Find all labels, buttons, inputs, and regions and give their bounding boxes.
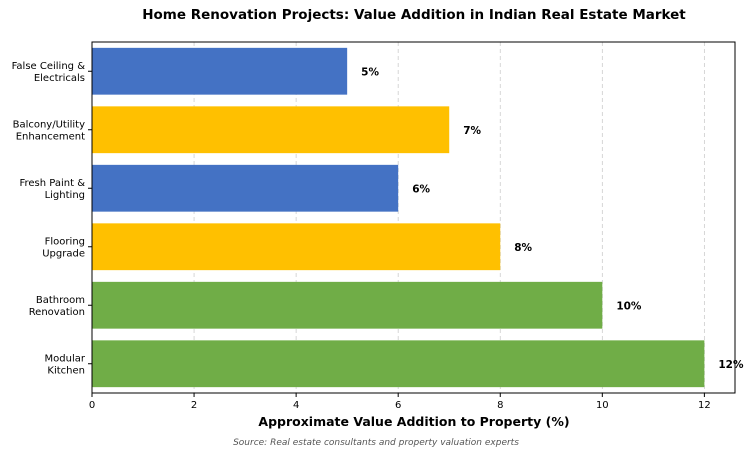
category-label: Renovation <box>29 307 85 318</box>
x-tick-label: 2 <box>191 400 197 411</box>
labels-layer: 12% 10% 8% 6% 7% 5% <box>361 66 744 371</box>
x-axis-label: Approximate Value Addition to Property (… <box>258 414 569 429</box>
category-label: Modular <box>45 353 86 364</box>
x-tick-label: 0 <box>89 400 95 411</box>
grid-layer <box>193 42 705 393</box>
chart-title: Home Renovation Projects: Value Addition… <box>142 7 686 23</box>
x-tick-label: 10 <box>596 400 609 411</box>
data-label: 10% <box>616 300 642 312</box>
x-axis-ticks: 0 2 4 6 8 10 12 <box>89 393 711 411</box>
category-label: Electricals <box>34 73 85 84</box>
category-label: Enhancement <box>16 131 85 142</box>
x-tick-label: 4 <box>293 400 299 411</box>
data-label: 12% <box>718 359 744 371</box>
bars-layer <box>92 47 705 388</box>
source-note: Source: Real estate consultants and prop… <box>233 438 519 448</box>
bar <box>92 106 450 154</box>
data-label: 5% <box>361 66 379 78</box>
x-tick-label: 8 <box>497 400 503 411</box>
category-label: False Ceiling & <box>12 61 86 72</box>
category-label: Upgrade <box>42 248 85 259</box>
category-label: Lighting <box>45 190 85 201</box>
data-label: 8% <box>514 242 532 254</box>
bar <box>92 47 348 95</box>
bar <box>92 164 399 212</box>
data-label: 6% <box>412 183 430 195</box>
x-tick-label: 12 <box>698 400 711 411</box>
bar <box>92 223 501 271</box>
x-tick-label: 6 <box>395 400 401 411</box>
category-label: Flooring <box>45 236 85 247</box>
bar <box>92 340 705 388</box>
category-label: Balcony/Utility <box>13 119 86 130</box>
data-label: 7% <box>463 125 481 137</box>
plot-frame <box>91 41 736 394</box>
category-label: Fresh Paint & <box>19 178 85 189</box>
bar <box>92 281 603 329</box>
category-label: Bathroom <box>36 295 85 306</box>
category-label: Kitchen <box>47 365 85 376</box>
